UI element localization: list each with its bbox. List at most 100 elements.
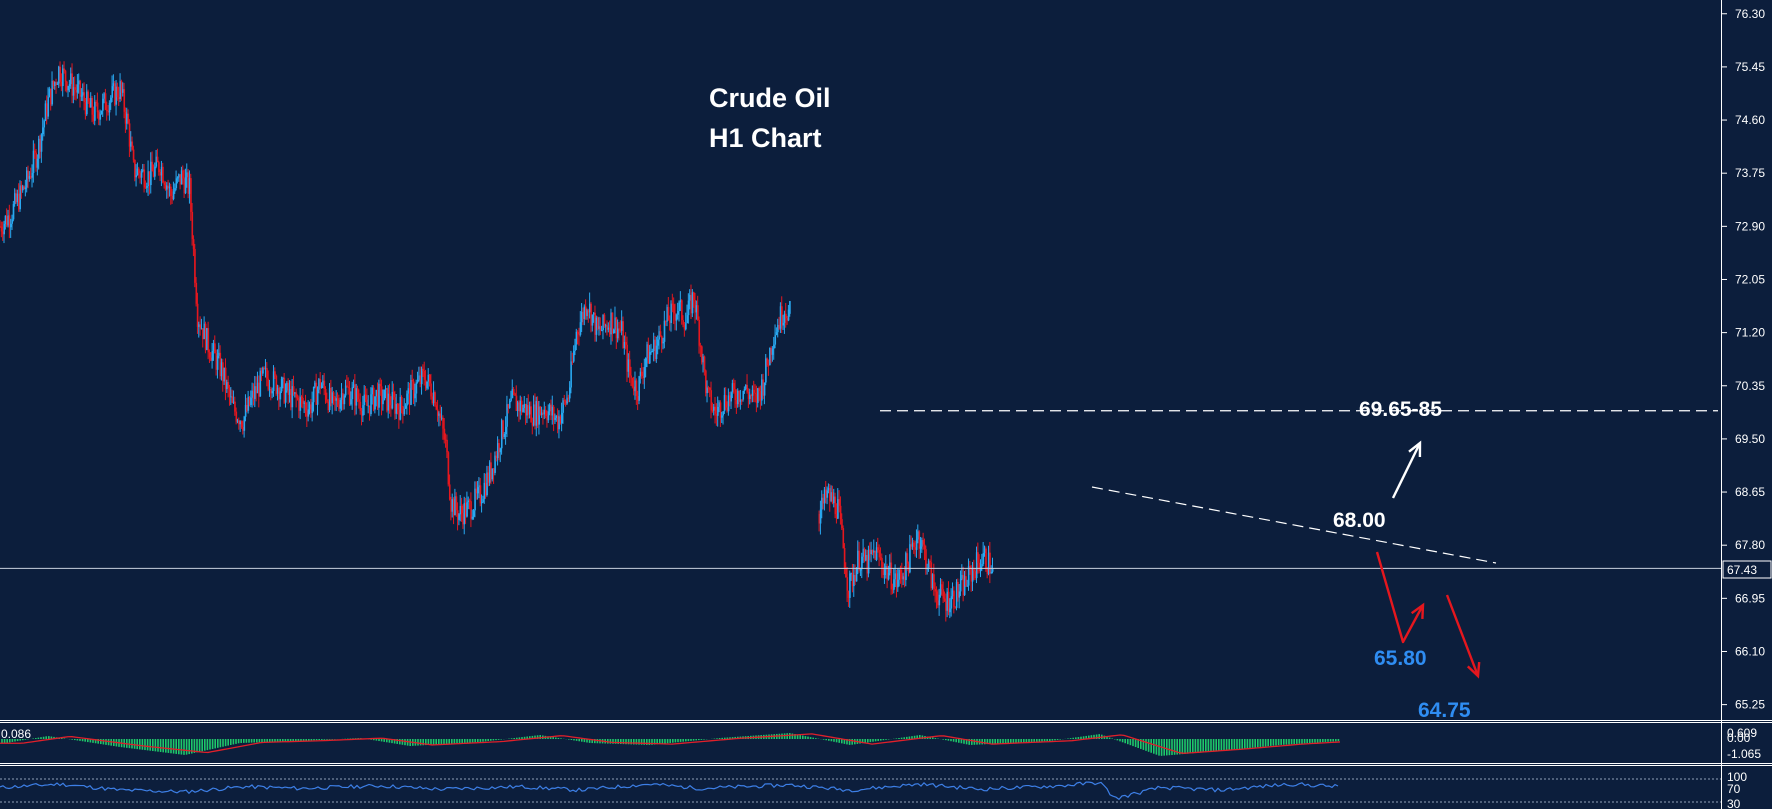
candle-body bbox=[843, 548, 846, 569]
candle-body bbox=[403, 408, 406, 415]
candle-body bbox=[858, 550, 861, 571]
candle-body bbox=[196, 303, 199, 327]
candle-body bbox=[350, 399, 352, 405]
candle-body bbox=[713, 406, 715, 411]
candle-body bbox=[586, 310, 588, 317]
candle-body bbox=[208, 352, 211, 358]
candle-body bbox=[723, 395, 726, 412]
candle-body bbox=[631, 377, 634, 387]
level-label-resistance-zone: 69.65-85 bbox=[1359, 398, 1442, 421]
price-tick-label: 66.95 bbox=[1735, 591, 1765, 605]
candle-body bbox=[524, 404, 527, 416]
candle-body bbox=[773, 344, 775, 349]
candle-body bbox=[46, 103, 48, 117]
candle-body bbox=[290, 389, 292, 408]
candle-body bbox=[8, 215, 11, 228]
candle-body bbox=[422, 368, 424, 372]
candle-body bbox=[376, 389, 379, 408]
current-price-box bbox=[1722, 560, 1772, 579]
candle-body bbox=[434, 392, 436, 406]
candle-body bbox=[187, 172, 190, 194]
candle-body bbox=[651, 351, 654, 353]
candle-body bbox=[302, 397, 304, 404]
rsi-tick-30: 30 bbox=[1727, 797, 1741, 809]
candle-body bbox=[282, 377, 284, 380]
candle-body bbox=[691, 292, 694, 314]
candle-body bbox=[945, 601, 947, 611]
candle-body bbox=[746, 384, 749, 392]
candle-body bbox=[154, 166, 156, 177]
candle-body bbox=[107, 111, 110, 113]
candle-body bbox=[335, 398, 338, 401]
candle-body bbox=[550, 404, 552, 416]
candle-body bbox=[314, 382, 316, 387]
candle-body bbox=[179, 174, 182, 185]
candle-body bbox=[322, 380, 324, 386]
candle-body bbox=[191, 211, 194, 240]
candle-body bbox=[662, 341, 664, 344]
macd-value-label: 0.086 bbox=[1, 727, 31, 741]
candle-body bbox=[549, 404, 551, 412]
candle-body bbox=[617, 328, 619, 339]
candle-body bbox=[870, 549, 873, 555]
candle-body bbox=[502, 420, 504, 438]
candle-body bbox=[486, 472, 488, 496]
candle-body bbox=[755, 393, 758, 403]
candle-body bbox=[66, 81, 68, 91]
candle-body bbox=[10, 223, 12, 228]
candle-body bbox=[311, 402, 314, 414]
candle-body bbox=[949, 608, 951, 613]
candle-body bbox=[781, 306, 783, 326]
candle-body bbox=[275, 375, 278, 394]
candle-body bbox=[368, 405, 371, 415]
candle-body bbox=[167, 185, 170, 189]
candle-body bbox=[718, 402, 721, 407]
candle-body bbox=[871, 549, 874, 553]
candle-body bbox=[43, 120, 46, 128]
candle-body bbox=[618, 328, 620, 330]
candle-body bbox=[711, 410, 714, 412]
candle-body bbox=[464, 502, 467, 517]
candle-body bbox=[758, 388, 761, 392]
candle-body bbox=[605, 325, 607, 327]
candle-body bbox=[300, 396, 303, 398]
candle-body bbox=[306, 410, 308, 417]
candle-body bbox=[366, 399, 368, 406]
candle-body bbox=[487, 472, 490, 483]
candle-body bbox=[315, 382, 318, 405]
candle-body bbox=[207, 328, 210, 353]
candle-body bbox=[178, 174, 180, 178]
candle-body bbox=[759, 391, 762, 401]
arrow-down-target-1 bbox=[1375, 551, 1425, 644]
candle-body bbox=[657, 339, 659, 346]
candle-body bbox=[27, 170, 30, 179]
candle-body bbox=[127, 113, 130, 124]
candle-body bbox=[416, 379, 419, 383]
candle-body bbox=[126, 113, 128, 124]
candle-body bbox=[432, 392, 435, 404]
candle-body bbox=[987, 552, 990, 574]
macd-panel: 0.086 0.609 0.00 -1.065 bbox=[0, 720, 1772, 761]
candle-body bbox=[407, 388, 410, 394]
candle-body bbox=[677, 311, 679, 315]
candle-body bbox=[330, 388, 332, 404]
candle-body bbox=[962, 574, 965, 596]
candle-body bbox=[42, 127, 44, 135]
candle-body bbox=[478, 485, 480, 488]
candle-body bbox=[643, 366, 646, 378]
candle-body bbox=[533, 404, 535, 426]
candle-body bbox=[128, 123, 131, 147]
candle-body bbox=[142, 169, 144, 172]
candle-body bbox=[418, 375, 420, 380]
candle-body bbox=[642, 375, 644, 378]
candle-body bbox=[706, 387, 709, 394]
candle-body bbox=[251, 390, 254, 398]
candle-body bbox=[238, 420, 240, 425]
candle-body bbox=[520, 400, 523, 412]
candle-body bbox=[563, 400, 566, 402]
candle-body bbox=[220, 362, 223, 377]
candle-body bbox=[565, 400, 567, 404]
candle-body bbox=[240, 421, 243, 428]
candle-body bbox=[831, 492, 834, 504]
candle-body bbox=[929, 560, 931, 563]
